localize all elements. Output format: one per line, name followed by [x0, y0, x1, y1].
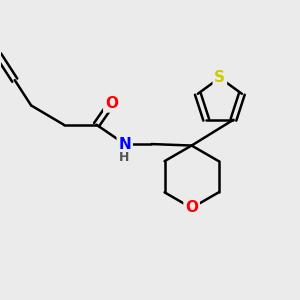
Text: O: O — [185, 200, 198, 215]
Text: N: N — [118, 136, 131, 152]
Text: S: S — [214, 70, 225, 85]
Text: H: H — [119, 151, 129, 164]
Text: O: O — [105, 96, 118, 111]
